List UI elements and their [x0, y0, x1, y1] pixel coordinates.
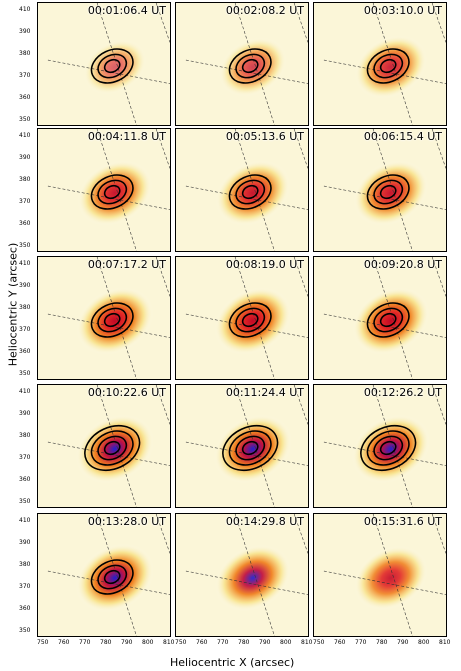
- timestamp-label: 00:04:11.8 UT: [87, 130, 166, 143]
- y-tick-label: 350: [19, 627, 31, 634]
- timestamp-label: 00:07:17.2 UT: [87, 258, 166, 271]
- y-tick-label: 380: [19, 304, 31, 311]
- x-tick-label: 750: [313, 639, 325, 646]
- y-tick-label: 370: [19, 326, 31, 333]
- x-tick-label: 790: [259, 639, 271, 646]
- timestamp-label: 00:14:29.8 UT: [225, 515, 304, 528]
- x-tick-label: 810: [301, 639, 313, 646]
- x-tick-label: 770: [79, 639, 91, 646]
- image-panel: 00:08:19.0 UT: [175, 256, 309, 380]
- y-tick-label: 350: [19, 242, 31, 249]
- x-axis-label: Heliocentric X (arcsec): [170, 656, 295, 669]
- y-tick-label: 360: [19, 348, 31, 355]
- x-tick-label: 770: [217, 639, 229, 646]
- x-tick-label: 780: [238, 639, 250, 646]
- y-tick-label: 370: [19, 454, 31, 461]
- y-tick-label: 410: [19, 6, 31, 13]
- y-tick-label: 350: [19, 116, 31, 123]
- image-panel: 00:10:22.6 UT: [37, 384, 171, 508]
- y-tick-label: 390: [19, 410, 31, 417]
- x-tick-label: 800: [418, 639, 430, 646]
- image-panel: 00:04:11.8 UT: [37, 128, 171, 252]
- y-axis-label: Heliocentric Y (arcsec): [6, 242, 20, 367]
- timestamp-label: 00:15:31.6 UT: [363, 515, 442, 528]
- image-panel: 00:12:26.2 UT: [313, 384, 447, 508]
- timestamp-label: 00:09:20.8 UT: [363, 258, 442, 271]
- timestamp-label: 00:02:08.2 UT: [225, 4, 304, 17]
- timestamp-label: 00:13:28.0 UT: [87, 515, 166, 528]
- y-tick-label: 410: [19, 132, 31, 139]
- image-panel: 00:07:17.2 UT: [37, 256, 171, 380]
- x-tick-label: 770: [355, 639, 367, 646]
- y-tick-label: 360: [19, 94, 31, 101]
- y-tick-label: 360: [19, 220, 31, 227]
- x-tick-label: 790: [397, 639, 409, 646]
- y-tick-label: 350: [19, 498, 31, 505]
- y-tick-label: 390: [19, 154, 31, 161]
- timestamp-label: 00:11:24.4 UT: [225, 386, 304, 399]
- timestamp-label: 00:03:10.0 UT: [363, 4, 442, 17]
- y-tick-label: 380: [19, 50, 31, 57]
- y-tick-label: 380: [19, 432, 31, 439]
- x-tick-label: 750: [175, 639, 187, 646]
- timestamp-label: 00:01:06.4 UT: [87, 4, 166, 17]
- y-tick-label: 370: [19, 72, 31, 79]
- x-tick-label: 750: [37, 639, 49, 646]
- image-panel: 00:01:06.4 UT: [37, 2, 171, 126]
- image-panel: 00:11:24.4 UT: [175, 384, 309, 508]
- y-tick-label: 410: [19, 260, 31, 267]
- x-tick-label: 760: [334, 639, 346, 646]
- image-panel: 00:13:28.0 UT: [37, 513, 171, 637]
- x-tick-label: 780: [376, 639, 388, 646]
- y-tick-label: 360: [19, 605, 31, 612]
- timestamp-label: 00:08:19.0 UT: [225, 258, 304, 271]
- timestamp-label: 00:12:26.2 UT: [363, 386, 442, 399]
- image-panel: 00:06:15.4 UT: [313, 128, 447, 252]
- y-tick-label: 370: [19, 198, 31, 205]
- x-tick-label: 810: [163, 639, 175, 646]
- x-tick-label: 790: [121, 639, 133, 646]
- timestamp-label: 00:06:15.4 UT: [363, 130, 442, 143]
- x-tick-label: 760: [58, 639, 70, 646]
- image-panel: 00:05:13.6 UT: [175, 128, 309, 252]
- x-tick-label: 800: [142, 639, 154, 646]
- y-tick-label: 380: [19, 561, 31, 568]
- y-tick-label: 390: [19, 539, 31, 546]
- y-tick-label: 390: [19, 282, 31, 289]
- y-tick-label: 370: [19, 583, 31, 590]
- y-tick-label: 390: [19, 28, 31, 35]
- y-tick-label: 380: [19, 176, 31, 183]
- image-panel: 00:15:31.6 UT: [313, 513, 447, 637]
- timestamp-label: 00:05:13.6 UT: [225, 130, 304, 143]
- image-panel: 00:02:08.2 UT: [175, 2, 309, 126]
- y-tick-label: 410: [19, 388, 31, 395]
- timestamp-label: 00:10:22.6 UT: [87, 386, 166, 399]
- x-tick-label: 760: [196, 639, 208, 646]
- x-tick-label: 810: [439, 639, 451, 646]
- image-panel: 00:14:29.8 UT: [175, 513, 309, 637]
- image-panel: 00:03:10.0 UT: [313, 2, 447, 126]
- x-tick-label: 780: [100, 639, 112, 646]
- image-panel: 00:09:20.8 UT: [313, 256, 447, 380]
- y-tick-label: 410: [19, 517, 31, 524]
- y-tick-label: 360: [19, 476, 31, 483]
- x-tick-label: 800: [280, 639, 292, 646]
- y-tick-label: 350: [19, 370, 31, 377]
